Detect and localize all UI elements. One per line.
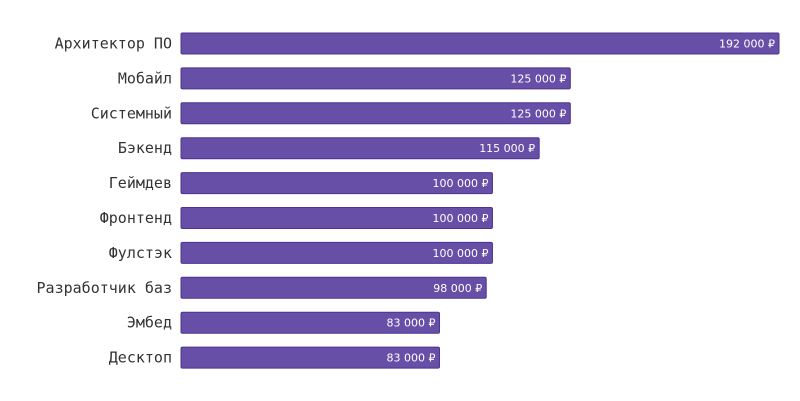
bar (180, 276, 487, 299)
category-label: Эмбед (127, 314, 172, 332)
category-label: Фронтенд (100, 209, 172, 227)
category-label: Десктоп (109, 349, 172, 367)
value-label: 98 000 ₽ (433, 282, 482, 295)
value-label: 115 000 ₽ (479, 142, 535, 155)
bar (180, 102, 571, 125)
value-label: 125 000 ₽ (510, 107, 566, 120)
bar (180, 241, 493, 264)
bars-group: Архитектор ПО 192 000 ₽ Мобайл 125 000 ₽ Сис… (37, 32, 780, 369)
value-label: 100 000 ₽ (432, 247, 488, 260)
category-label: Разработчик баз (37, 279, 172, 297)
value-label: 100 000 ₽ (432, 177, 488, 190)
category-label: Геймдев (109, 174, 172, 192)
bar (180, 172, 493, 195)
value-label: 125 000 ₽ (510, 72, 566, 85)
category-label: Архитектор ПО (55, 35, 172, 53)
bar (180, 32, 780, 55)
bar (180, 346, 441, 369)
value-label: 192 000 ₽ (719, 38, 775, 51)
value-label: 100 000 ₽ (432, 212, 488, 225)
bar (180, 67, 571, 90)
bar (180, 137, 540, 160)
value-label: 83 000 ₽ (387, 352, 436, 365)
value-label: 83 000 ₽ (387, 317, 436, 330)
bar (180, 311, 441, 334)
category-label: Фулстэк (109, 244, 172, 262)
bar (180, 207, 493, 229)
category-label: Системный (91, 104, 172, 122)
category-label: Бэкенд (118, 139, 172, 157)
category-label: Мобайл (118, 69, 172, 87)
